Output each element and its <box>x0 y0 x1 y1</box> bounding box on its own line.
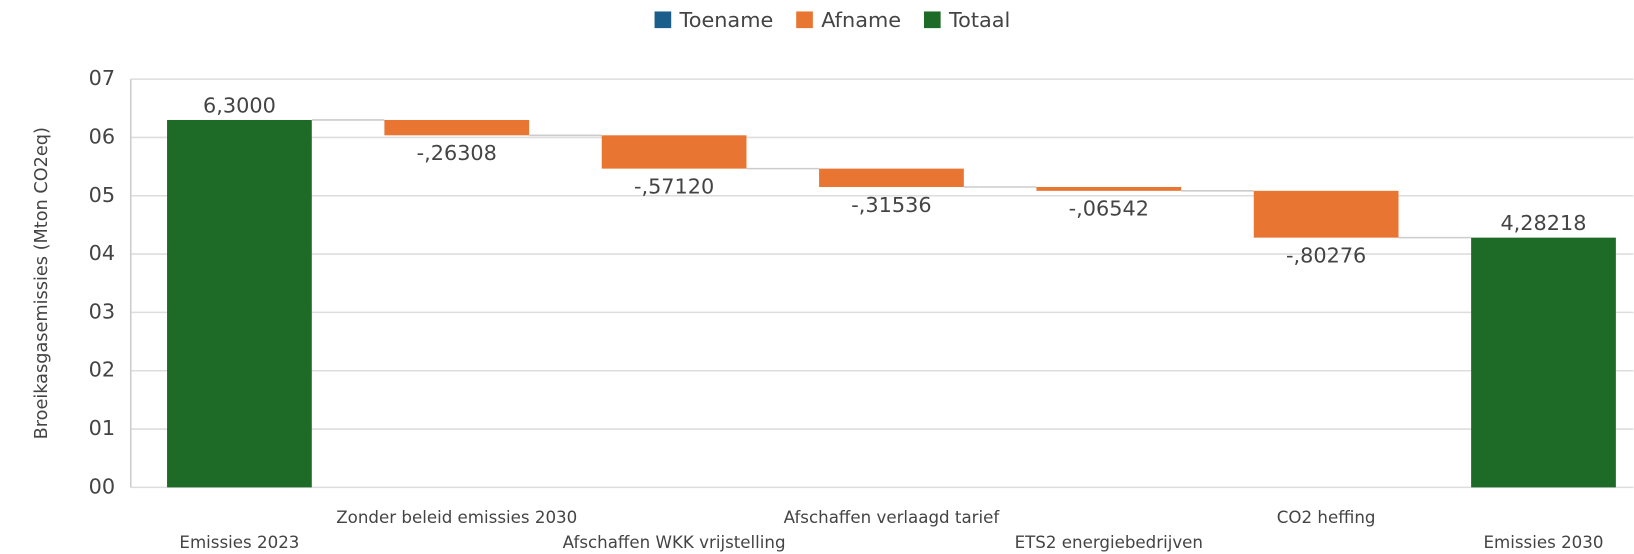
bar <box>1253 190 1399 238</box>
bar <box>384 119 530 136</box>
y-tick-label: 02 <box>89 358 115 382</box>
legend-label: Toename <box>679 8 774 32</box>
x-tick-label: Afschaffen WKK vrijstelling <box>563 533 786 552</box>
x-tick-label: Emissies 2030 <box>1484 533 1604 552</box>
x-tick-label: Emissies 2023 <box>179 533 299 552</box>
y-tick-label: 07 <box>89 66 115 90</box>
y-tick-label: 01 <box>89 416 115 440</box>
bar <box>1036 187 1182 191</box>
data-label: -,80276 <box>1286 243 1366 267</box>
x-tick-label: Afschaffen verlaagd tarief <box>784 508 1001 527</box>
x-tick-label: ETS2 energiebedrijven <box>1015 533 1203 552</box>
bar <box>819 168 964 188</box>
y-tick-label: 00 <box>89 474 115 498</box>
bar <box>167 119 312 488</box>
y-axis-label: Broeikasgasemissies (Mton CO2eq) <box>32 127 52 439</box>
x-tick-label: Zonder beleid emissies 2030 <box>336 508 577 527</box>
data-label: 4,28218 <box>1500 211 1586 235</box>
bar <box>1471 237 1616 488</box>
legend-label: Afname <box>821 8 901 32</box>
legend-swatch <box>923 11 941 29</box>
legend-swatch <box>654 11 672 29</box>
data-label: -,57120 <box>634 174 714 198</box>
data-label: -,31536 <box>851 193 931 217</box>
data-label: 6,3000 <box>203 93 276 117</box>
x-tick-label: CO2 heffing <box>1277 508 1376 527</box>
data-label: -,26308 <box>417 141 497 165</box>
y-tick-label: 06 <box>89 124 115 148</box>
data-label: -,06542 <box>1069 197 1149 221</box>
y-tick-label: 05 <box>89 183 115 207</box>
y-tick-label: 03 <box>89 299 115 323</box>
y-tick-label: 04 <box>89 241 115 265</box>
legend-label: Totaal <box>948 8 1010 32</box>
bar <box>601 135 747 169</box>
legend-swatch <box>796 11 813 29</box>
